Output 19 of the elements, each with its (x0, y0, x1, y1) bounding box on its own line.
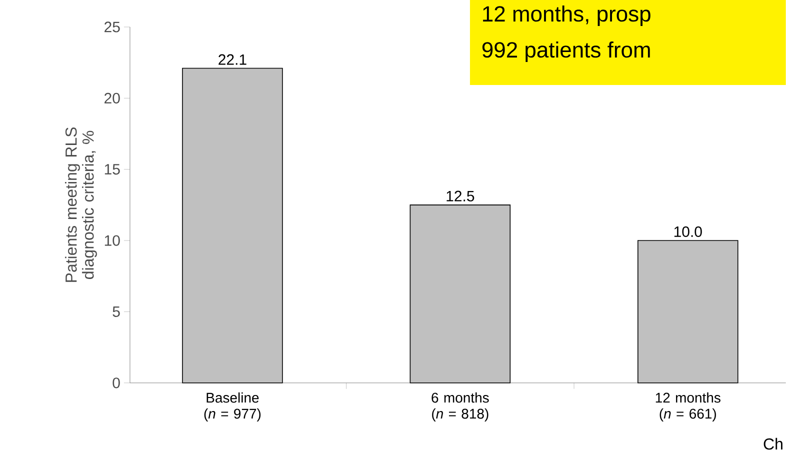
x-tick-label: Baseline (n = 977) (204, 392, 261, 422)
annotation: 992 patients from (482, 42, 650, 62)
y-tick-label: 0 (112, 378, 120, 388)
y-tick-label: 5 (112, 306, 120, 317)
y-tick-label: 10 (104, 235, 120, 246)
text: 12 months, prosp (483, 6, 650, 26)
x-tick-label: 6 months (n = 818) (432, 392, 489, 422)
y-tick-label: 20 (104, 92, 120, 104)
bar (182, 68, 283, 384)
data-label: 22.1 (218, 54, 246, 65)
x-tick-label: 12 months (n = 661) (656, 392, 720, 422)
y-tick-label: 15 (104, 164, 120, 175)
data-label: 12.5 (446, 190, 474, 202)
y-tick-label: 25 (104, 22, 120, 32)
y-axis-title: Patients meeting RLS diagnostic criteria, % (65, 128, 97, 282)
data-label: 10.0 (674, 226, 702, 238)
bar (410, 204, 511, 384)
text: Ch (764, 438, 782, 450)
bar (637, 240, 738, 384)
